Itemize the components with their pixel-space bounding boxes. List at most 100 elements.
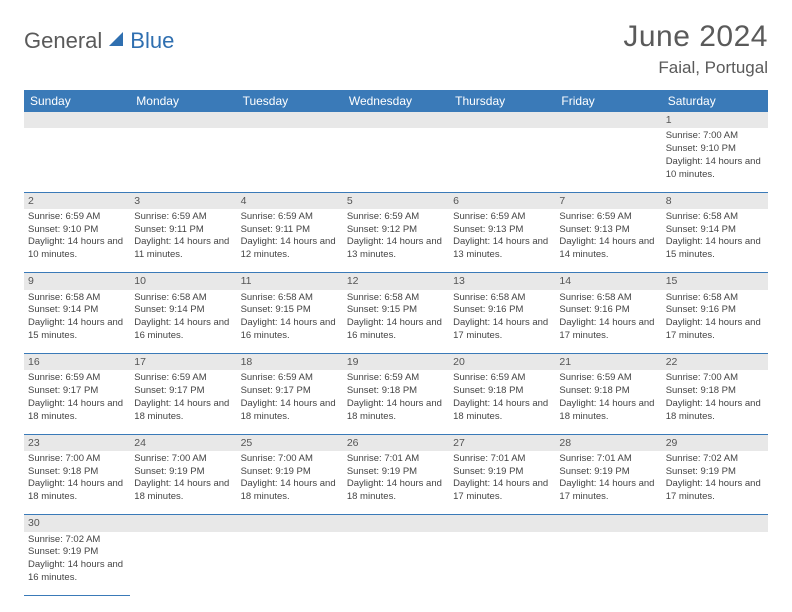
daynum-row: 16171819202122: [24, 354, 768, 371]
day-details: Sunrise: 7:00 AMSunset: 9:18 PMDaylight:…: [28, 453, 126, 504]
day-cell: [237, 532, 343, 596]
day-cell: Sunrise: 7:00 AMSunset: 9:19 PMDaylight:…: [237, 451, 343, 515]
day-number: 24: [130, 434, 236, 451]
day-number: [343, 112, 449, 128]
day-number: 28: [555, 434, 661, 451]
week-row: Sunrise: 6:59 AMSunset: 9:17 PMDaylight:…: [24, 370, 768, 434]
day-cell: Sunrise: 6:58 AMSunset: 9:16 PMDaylight:…: [555, 290, 661, 354]
day-number: 5: [343, 192, 449, 209]
day-number: [555, 112, 661, 128]
day-cell: Sunrise: 6:58 AMSunset: 9:15 PMDaylight:…: [237, 290, 343, 354]
day-cell: [449, 128, 555, 192]
weekday-header: Sunday: [24, 90, 130, 112]
day-number: 14: [555, 273, 661, 290]
day-details: Sunrise: 6:59 AMSunset: 9:12 PMDaylight:…: [347, 211, 445, 262]
day-number: 19: [343, 354, 449, 371]
day-details: Sunrise: 6:59 AMSunset: 9:10 PMDaylight:…: [28, 211, 126, 262]
title-block: June 2024 Faial, Portugal: [623, 20, 768, 78]
week-row: Sunrise: 7:02 AMSunset: 9:19 PMDaylight:…: [24, 532, 768, 596]
day-number: 29: [662, 434, 768, 451]
day-details: Sunrise: 6:58 AMSunset: 9:16 PMDaylight:…: [666, 292, 764, 343]
sail-icon: [106, 29, 126, 54]
day-number: 2: [24, 192, 130, 209]
day-details: Sunrise: 6:59 AMSunset: 9:17 PMDaylight:…: [241, 372, 339, 423]
day-details: Sunrise: 6:58 AMSunset: 9:14 PMDaylight:…: [134, 292, 232, 343]
daynum-row: 30: [24, 515, 768, 532]
day-cell: [130, 128, 236, 192]
day-details: Sunrise: 7:00 AMSunset: 9:10 PMDaylight:…: [666, 130, 764, 181]
day-number: 16: [24, 354, 130, 371]
week-row: Sunrise: 6:58 AMSunset: 9:14 PMDaylight:…: [24, 290, 768, 354]
day-details: Sunrise: 6:59 AMSunset: 9:13 PMDaylight:…: [453, 211, 551, 262]
day-details: Sunrise: 6:59 AMSunset: 9:18 PMDaylight:…: [453, 372, 551, 423]
day-cell: Sunrise: 6:59 AMSunset: 9:12 PMDaylight:…: [343, 209, 449, 273]
day-number: 7: [555, 192, 661, 209]
weekday-header: Monday: [130, 90, 236, 112]
day-details: Sunrise: 6:58 AMSunset: 9:15 PMDaylight:…: [241, 292, 339, 343]
day-cell: [130, 532, 236, 596]
day-number: 26: [343, 434, 449, 451]
day-details: Sunrise: 6:58 AMSunset: 9:15 PMDaylight:…: [347, 292, 445, 343]
day-cell: Sunrise: 7:00 AMSunset: 9:19 PMDaylight:…: [130, 451, 236, 515]
calendar-body: 1 Sunrise: 7:00 AMSunset: 9:10 PMDaylight…: [24, 112, 768, 596]
day-cell: Sunrise: 7:01 AMSunset: 9:19 PMDaylight:…: [555, 451, 661, 515]
day-cell: Sunrise: 7:00 AMSunset: 9:10 PMDaylight:…: [662, 128, 768, 192]
day-number: 11: [237, 273, 343, 290]
day-details: Sunrise: 6:59 AMSunset: 9:18 PMDaylight:…: [347, 372, 445, 423]
daynum-row: 1: [24, 112, 768, 128]
day-cell: Sunrise: 6:59 AMSunset: 9:17 PMDaylight:…: [130, 370, 236, 434]
daynum-row: 23242526272829: [24, 434, 768, 451]
day-cell: Sunrise: 6:58 AMSunset: 9:15 PMDaylight:…: [343, 290, 449, 354]
day-details: Sunrise: 7:00 AMSunset: 9:18 PMDaylight:…: [666, 372, 764, 423]
day-number: 22: [662, 354, 768, 371]
day-cell: Sunrise: 6:59 AMSunset: 9:17 PMDaylight:…: [237, 370, 343, 434]
day-cell: Sunrise: 7:01 AMSunset: 9:19 PMDaylight:…: [449, 451, 555, 515]
weekday-header-row: Sunday Monday Tuesday Wednesday Thursday…: [24, 90, 768, 112]
day-details: Sunrise: 6:59 AMSunset: 9:17 PMDaylight:…: [134, 372, 232, 423]
daynum-row: 9101112131415: [24, 273, 768, 290]
weekday-header: Wednesday: [343, 90, 449, 112]
day-details: Sunrise: 6:59 AMSunset: 9:13 PMDaylight:…: [559, 211, 657, 262]
day-details: Sunrise: 6:59 AMSunset: 9:17 PMDaylight:…: [28, 372, 126, 423]
day-number: [662, 515, 768, 532]
weekday-header: Thursday: [449, 90, 555, 112]
day-cell: Sunrise: 6:59 AMSunset: 9:10 PMDaylight:…: [24, 209, 130, 273]
header: General Blue June 2024 Faial, Portugal: [24, 20, 768, 78]
day-number: 15: [662, 273, 768, 290]
day-number: 13: [449, 273, 555, 290]
day-number: [130, 515, 236, 532]
logo-text-blue: Blue: [130, 28, 174, 54]
day-number: 10: [130, 273, 236, 290]
day-number: 1: [662, 112, 768, 128]
logo-text-general: General: [24, 28, 102, 54]
day-number: 3: [130, 192, 236, 209]
day-number: 30: [24, 515, 130, 532]
day-number: [343, 515, 449, 532]
day-details: Sunrise: 6:58 AMSunset: 9:14 PMDaylight:…: [28, 292, 126, 343]
week-row: Sunrise: 7:00 AMSunset: 9:18 PMDaylight:…: [24, 451, 768, 515]
day-number: 17: [130, 354, 236, 371]
weekday-header: Saturday: [662, 90, 768, 112]
day-cell: Sunrise: 6:59 AMSunset: 9:18 PMDaylight:…: [449, 370, 555, 434]
day-details: Sunrise: 7:02 AMSunset: 9:19 PMDaylight:…: [666, 453, 764, 504]
day-cell: Sunrise: 6:59 AMSunset: 9:17 PMDaylight:…: [24, 370, 130, 434]
weekday-header: Tuesday: [237, 90, 343, 112]
day-cell: Sunrise: 6:58 AMSunset: 9:14 PMDaylight:…: [24, 290, 130, 354]
day-cell: Sunrise: 6:58 AMSunset: 9:14 PMDaylight:…: [130, 290, 236, 354]
day-cell: Sunrise: 6:59 AMSunset: 9:13 PMDaylight:…: [449, 209, 555, 273]
day-number: [130, 112, 236, 128]
day-cell: Sunrise: 7:01 AMSunset: 9:19 PMDaylight:…: [343, 451, 449, 515]
day-cell: Sunrise: 7:00 AMSunset: 9:18 PMDaylight:…: [24, 451, 130, 515]
month-title: June 2024: [623, 20, 768, 54]
day-number: [555, 515, 661, 532]
day-cell: [449, 532, 555, 596]
day-details: Sunrise: 7:01 AMSunset: 9:19 PMDaylight:…: [559, 453, 657, 504]
day-details: Sunrise: 7:01 AMSunset: 9:19 PMDaylight:…: [453, 453, 551, 504]
day-number: 4: [237, 192, 343, 209]
day-number: 6: [449, 192, 555, 209]
day-details: Sunrise: 6:58 AMSunset: 9:16 PMDaylight:…: [453, 292, 551, 343]
day-number: 23: [24, 434, 130, 451]
day-cell: Sunrise: 6:59 AMSunset: 9:18 PMDaylight:…: [555, 370, 661, 434]
day-details: Sunrise: 6:58 AMSunset: 9:16 PMDaylight:…: [559, 292, 657, 343]
day-number: 18: [237, 354, 343, 371]
